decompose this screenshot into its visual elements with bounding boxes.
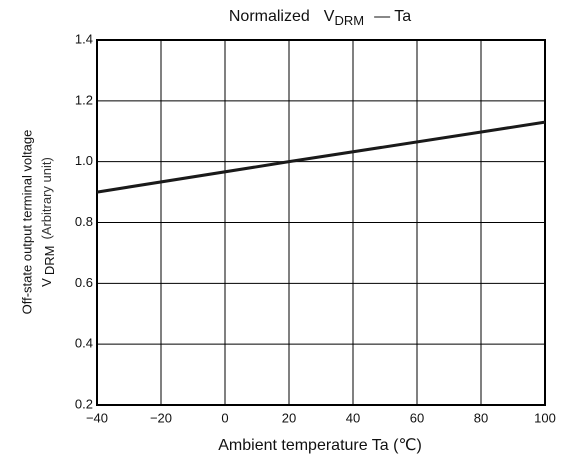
x-tick-label: 60 (410, 410, 424, 425)
x-tick-label: 40 (346, 410, 360, 425)
y-label-symbol: V (39, 278, 54, 287)
x-tick-label: 100 (534, 410, 556, 425)
y-label-line1: Off-state output terminal voltage (19, 130, 34, 315)
title-prefix: Normalized (229, 8, 310, 25)
x-tick-label: 20 (282, 410, 296, 425)
title-subscript: DRM (334, 13, 364, 28)
y-label-line2: V DRM (Arbitrary unit) (39, 157, 57, 287)
y-tick-label: 0.6 (75, 275, 93, 290)
x-tick-label: 80 (474, 410, 488, 425)
title-symbol: V (324, 8, 335, 25)
y-tick-label: 0.4 (75, 336, 93, 351)
x-tick-label: 0 (221, 410, 228, 425)
y-tick-label: 1.0 (75, 153, 93, 168)
x-tick-label: −20 (150, 410, 172, 425)
title-suffix: — Ta (374, 8, 411, 25)
y-tick-label: 0.8 (75, 214, 93, 229)
y-tick-label: 1.4 (75, 31, 93, 46)
plot-frame (96, 39, 546, 406)
y-axis-label: Off-state output terminal voltage V DRM (A… (19, 130, 57, 315)
y-tick-label: 1.2 (75, 92, 93, 107)
x-axis-label: Ambient temperature Ta (℃) (218, 437, 422, 454)
y-tick-label: 0.2 (75, 396, 93, 411)
x-tick-label: −40 (86, 410, 108, 425)
y-label-unit: (Arbitrary unit) (39, 157, 54, 239)
y-label-subscript: DRM (42, 246, 57, 276)
chart-title: Normalized VDRM — Ta (229, 8, 411, 28)
data-line (96, 120, 546, 194)
